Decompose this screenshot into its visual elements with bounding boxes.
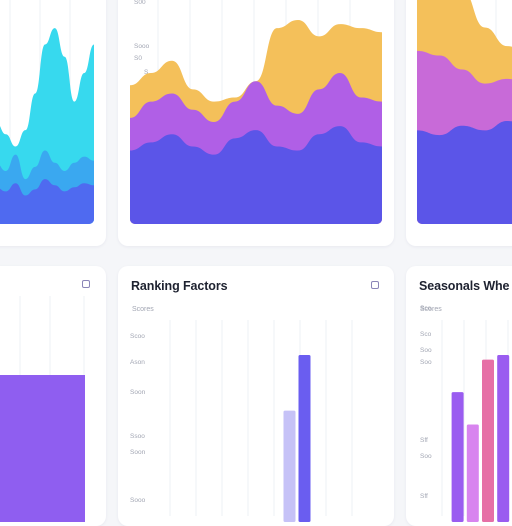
chart-bottom-left xyxy=(0,296,85,522)
card-ranking-factors: Ranking Factors Scores Scoo Ason Soon Ssoo S… xyxy=(118,266,394,526)
chart-options-icon[interactable] xyxy=(371,281,379,289)
bar xyxy=(0,375,85,522)
chart-top-left xyxy=(0,0,94,224)
bar xyxy=(283,410,296,522)
chart-top-right xyxy=(417,0,512,224)
y-tick: S00 xyxy=(134,0,146,6)
bar xyxy=(298,354,311,522)
y-tick: S0 xyxy=(134,55,142,62)
chart-options-icon[interactable] xyxy=(82,280,90,288)
y-tick-label: Sff xyxy=(420,437,428,444)
card-title: Ranking Factors xyxy=(131,279,228,293)
bar xyxy=(451,392,464,522)
chart-top-middle: S00 Sooo S0 S xyxy=(130,0,382,224)
y-tick: Sooo xyxy=(134,43,150,50)
y-tick-label: Soo xyxy=(420,453,432,460)
card-subtitle: Scores xyxy=(420,306,442,313)
area-series-0 xyxy=(417,121,512,224)
y-tick-label: Soon xyxy=(130,389,146,396)
bar xyxy=(482,359,494,522)
y-tick-label: Sooo xyxy=(130,497,146,504)
y-tick-label: Soo xyxy=(420,347,432,354)
card-bottom-left xyxy=(0,266,106,526)
card-title: Seasonals Whe Sea xyxy=(419,279,512,293)
y-tick: S xyxy=(144,69,149,76)
card-subtitle: Scores xyxy=(132,306,154,313)
y-tick-label: Sco xyxy=(420,305,432,312)
card-top-right xyxy=(406,0,512,246)
y-tick-labels: S00 Sooo S0 S xyxy=(134,0,150,76)
y-tick-label: Sco xyxy=(420,331,432,338)
y-tick-label: Ason xyxy=(130,359,145,366)
y-tick-label: Soon xyxy=(130,449,146,456)
area-series-0 xyxy=(130,126,382,224)
area-series-0 xyxy=(0,179,94,224)
card-top-left xyxy=(0,0,106,246)
bar xyxy=(466,424,479,522)
y-tick-label: Ssoo xyxy=(130,433,145,440)
card-top-middle: S00 Sooo S0 S xyxy=(118,0,394,246)
y-tick-label: Soo xyxy=(420,359,432,366)
y-tick-label: Sff xyxy=(420,493,428,500)
chart-seasonal: Sco Sco Soo Soo Sff Soo Sff xyxy=(420,305,510,522)
card-seasonal: Seasonals Whe Sea Scores Sco Sco Soo Soo Sff… xyxy=(406,266,512,526)
y-tick-label: Scoo xyxy=(130,333,145,340)
bar xyxy=(497,354,510,522)
chart-ranking-factors: Scoo Ason Soon Ssoo Soon Sooo xyxy=(130,320,353,522)
